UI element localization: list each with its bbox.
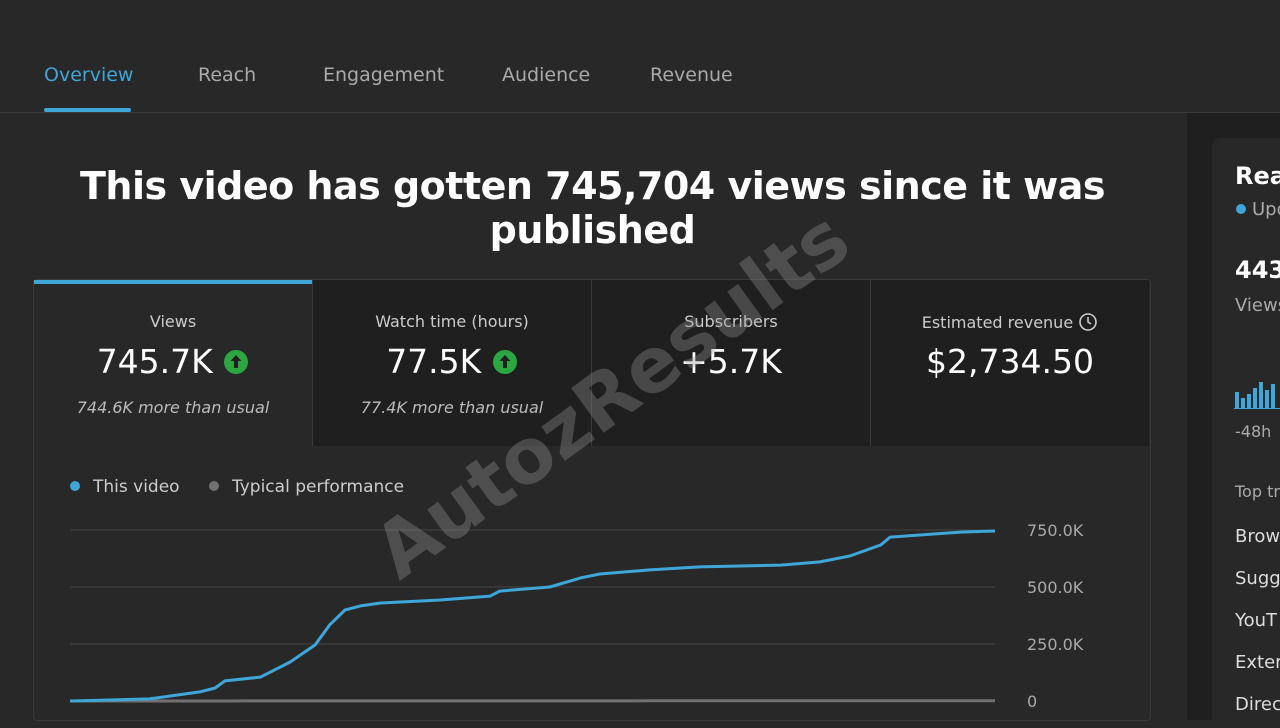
value-text: 745.7K bbox=[97, 342, 213, 381]
metric-card[interactable]: Views 745.7K 744.6K more than usual bbox=[34, 280, 313, 446]
traffic-source: Exter bbox=[1235, 652, 1280, 673]
label-text: Estimated revenue bbox=[922, 313, 1073, 332]
legend-dot bbox=[209, 481, 219, 491]
legend-label: This video bbox=[92, 477, 180, 497]
metric-value: 745.7K bbox=[34, 342, 312, 381]
side-section: Top tr bbox=[1235, 482, 1280, 501]
y-tick-label: 750.0K bbox=[1027, 521, 1084, 540]
traffic-source: Brow bbox=[1235, 526, 1280, 547]
side-value: 443 bbox=[1235, 256, 1280, 284]
tab[interactable]: Overview bbox=[44, 64, 133, 86]
traffic-source: YouT bbox=[1235, 610, 1277, 631]
up-icon bbox=[223, 349, 249, 375]
mini-bars bbox=[1234, 378, 1280, 410]
side-title: Rea bbox=[1235, 162, 1280, 190]
metric-label: Watch time (hours) bbox=[313, 312, 591, 331]
card-indicator bbox=[34, 280, 312, 284]
metric-card[interactable]: Estimated revenue $2,734.50 bbox=[871, 280, 1149, 446]
y-tick-label: 250.0K bbox=[1027, 635, 1084, 654]
status-dot bbox=[1236, 204, 1246, 214]
y-tick-label: 0 bbox=[1027, 692, 1037, 711]
value-text: 77.5K bbox=[386, 342, 481, 381]
side-axis-label: -48h bbox=[1235, 422, 1271, 441]
line-chart: 0 250.0K 500.0K 750.0K This video Typical per… bbox=[33, 446, 1150, 720]
side-value-label: Views bbox=[1235, 295, 1280, 316]
tab[interactable]: Audience bbox=[502, 64, 590, 86]
metric-note: 744.6K more than usual bbox=[34, 398, 312, 417]
clock-icon bbox=[1078, 312, 1098, 332]
headline: This video has gotten 745,704 views sinc… bbox=[0, 164, 1185, 252]
traffic-source: Direc bbox=[1235, 694, 1280, 715]
tab-indicator bbox=[44, 108, 131, 112]
metric-value: $2,734.50 bbox=[871, 342, 1149, 381]
line-series bbox=[70, 531, 995, 701]
traffic-source: Sugg bbox=[1235, 568, 1280, 589]
y-tick-label: 500.0K bbox=[1027, 578, 1084, 597]
side-status: Upd bbox=[1252, 199, 1280, 220]
tab[interactable]: Reach bbox=[198, 64, 256, 86]
metric-label: Estimated revenue bbox=[871, 312, 1149, 332]
tab[interactable]: Engagement bbox=[323, 64, 444, 86]
legend-dot bbox=[70, 481, 80, 491]
legend-label: Typical performance bbox=[231, 477, 404, 497]
nav-divider bbox=[0, 112, 1280, 113]
up-icon bbox=[492, 349, 518, 375]
metric-value: 77.5K bbox=[313, 342, 591, 381]
tab[interactable]: Revenue bbox=[650, 64, 733, 86]
metric-label: Views bbox=[34, 312, 312, 331]
